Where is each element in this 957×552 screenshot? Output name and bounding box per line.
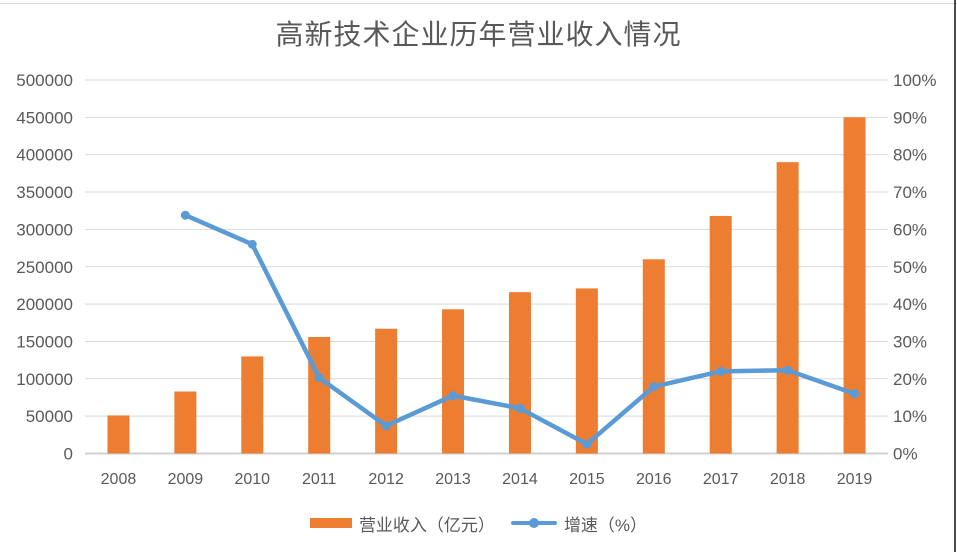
revenue-bar-swatch-icon — [309, 518, 352, 528]
right-axis-tick-label: 80% — [893, 146, 927, 165]
right-axis-tick-label: 40% — [893, 295, 927, 314]
left-axis-tick-label: 200000 — [16, 295, 73, 314]
left-axis-tick-label: 250000 — [16, 258, 73, 277]
left-axis-tick-label: 450000 — [16, 108, 73, 127]
left-axis-tick-label: 300000 — [16, 220, 73, 239]
revenue-bar-2011 — [308, 336, 331, 454]
x-axis-tick-label: 2017 — [703, 471, 739, 488]
growth-line-marker-dot — [528, 518, 539, 528]
left-axis-tick-label: 400000 — [16, 146, 73, 165]
left-axis-tick-label: 50000 — [26, 407, 73, 426]
right-axis-tick-label: 20% — [893, 370, 927, 389]
x-axis-tick-label: 2011 — [302, 471, 337, 488]
x-axis-tick-label: 2014 — [502, 471, 538, 488]
right-axis-tick-label: 100% — [893, 71, 936, 90]
chart-title: 高新技术企业历年营业收入情况 — [275, 20, 682, 51]
x-axis-tick-label: 2015 — [569, 471, 605, 488]
revenue-bar-2016 — [642, 259, 665, 454]
growth-marker-2017 — [716, 366, 726, 376]
revenue-bar-2013 — [442, 309, 465, 454]
left-axis-tick-label: 0 — [64, 445, 73, 464]
x-axis-tick-label: 2016 — [636, 471, 672, 488]
legend-label-revenue: 营业收入（亿元） — [358, 515, 495, 535]
growth-marker-2009 — [180, 210, 190, 220]
growth-line-swatch-icon — [510, 518, 557, 528]
top-border-line — [0, 3, 957, 4]
x-axis-tick-label: 2009 — [168, 471, 204, 488]
revenue-bar-2012 — [375, 328, 398, 454]
revenue-bar-2008 — [107, 415, 130, 454]
revenue-bar-2017 — [709, 215, 732, 454]
growth-marker-2015 — [582, 439, 592, 449]
right-axis-tick-label: 90% — [893, 108, 927, 127]
x-axis-tick-label: 2012 — [368, 471, 404, 488]
revenue-bar-2010 — [241, 356, 264, 454]
right-axis-tick-label: 70% — [893, 183, 927, 202]
growth-marker-2019 — [850, 389, 860, 399]
x-axis-tick-label: 2013 — [435, 471, 471, 488]
right-axis-tick-label: 0% — [893, 445, 918, 464]
x-axis-tick-label: 2018 — [770, 471, 806, 488]
x-axis-tick-label: 2019 — [837, 471, 873, 488]
x-axis-tick-label: 2010 — [234, 471, 270, 488]
revenue-bar-2014 — [508, 292, 531, 454]
left-axis-tick-label: 350000 — [16, 183, 73, 202]
growth-marker-2016 — [649, 382, 659, 392]
legend-item-growth: 增速（%） — [510, 511, 648, 536]
revenue-bar-2015 — [575, 288, 598, 454]
left-axis-tick-label: 500000 — [16, 71, 73, 90]
revenue-bar-2019 — [843, 117, 866, 454]
growth-marker-2012 — [381, 421, 391, 431]
left-axis-tick-label: 150000 — [16, 332, 73, 351]
right-axis-tick-label: 60% — [893, 220, 927, 239]
growth-marker-2011 — [314, 373, 324, 383]
right-axis-tick-label: 10% — [893, 407, 927, 426]
growth-marker-2018 — [783, 365, 793, 375]
growth-marker-2013 — [448, 391, 458, 401]
right-axis-tick-label: 50% — [893, 258, 927, 277]
left-axis-tick-label: 100000 — [16, 370, 73, 389]
legend-item-revenue: 营业收入（亿元） — [309, 511, 495, 536]
x-axis-tick-label: 2008 — [101, 471, 137, 488]
revenue-bar-2009 — [174, 391, 197, 454]
growth-marker-2010 — [247, 239, 257, 249]
right-border-line — [954, 0, 956, 552]
chart-legend: 营业收入（亿元） 增速（%） — [0, 506, 957, 540]
legend-label-growth: 增速（%） — [563, 515, 648, 535]
growth-marker-2014 — [515, 403, 525, 413]
revenue-bar-2018 — [776, 162, 799, 454]
right-axis-tick-label: 30% — [893, 332, 927, 351]
